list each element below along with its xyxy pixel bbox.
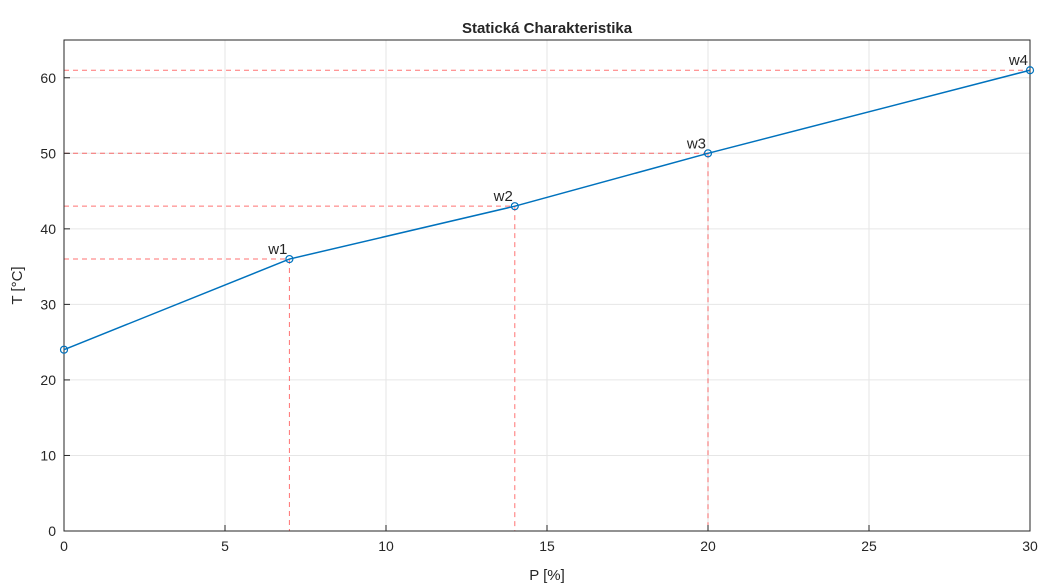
x-tick-label: 15 [539, 538, 555, 554]
x-tick-label: 20 [700, 538, 716, 554]
axis-ticks: 0 5 10 15 20 25 30 0 10 20 30 40 50 60 [40, 70, 1038, 554]
y-tick-label: 10 [40, 447, 56, 463]
point-annotations: w1 w2 w3 w4 [267, 52, 1028, 258]
x-tick-label: 5 [221, 538, 229, 554]
y-tick-label: 20 [40, 372, 56, 388]
point-label: w1 [267, 241, 287, 258]
x-tick-label: 10 [378, 538, 394, 554]
point-label: w3 [686, 135, 706, 152]
y-tick-label: 40 [40, 221, 56, 237]
y-tick-label: 60 [40, 70, 56, 86]
y-tick-label: 50 [40, 145, 56, 161]
y-tick-label: 0 [48, 523, 56, 539]
y-axis-label: T [°C] [9, 266, 26, 304]
data-point [1025, 66, 1035, 75]
series-line [63, 69, 1031, 351]
data-point [703, 149, 713, 158]
grid [63, 40, 1031, 532]
data-point [59, 345, 69, 354]
x-tick-label: 0 [60, 538, 68, 554]
point-label: w4 [1008, 52, 1028, 69]
data-series [59, 66, 1035, 354]
data-point [510, 202, 519, 211]
y-tick-label: 30 [40, 296, 56, 312]
data-point [285, 254, 294, 264]
x-tick-label: 30 [1022, 538, 1038, 554]
point-label: w2 [493, 188, 513, 205]
x-axis-label: P [%] [529, 567, 565, 584]
chart-title: Statická Charakteristika [462, 20, 633, 37]
x-tick-label: 25 [861, 538, 877, 554]
